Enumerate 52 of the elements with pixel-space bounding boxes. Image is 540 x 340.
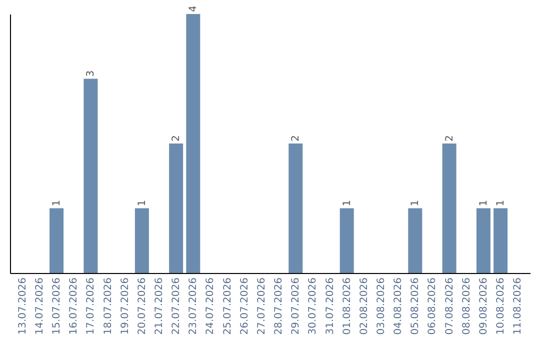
x-tick-label: 06.08.2026	[427, 278, 438, 335]
x-tick-label: 03.08.2026	[376, 278, 387, 335]
x-tick-label: 19.07.2026	[120, 278, 131, 335]
x-tick-label: 18.07.2026	[102, 278, 114, 335]
x-tick-label: 05.08.2026	[410, 278, 422, 335]
x-tick-label: 27.07.2026	[256, 278, 268, 335]
bar	[134, 208, 149, 273]
x-tick-label: 17.07.2026	[86, 278, 97, 335]
x-tick-label: 25.07.2026	[222, 278, 234, 335]
x-tick-label: 07.08.2026	[444, 278, 456, 335]
x-tick-label: 14.07.2026	[34, 278, 46, 335]
bar	[169, 144, 184, 273]
x-tick-label: 09.08.2026	[478, 278, 490, 335]
x-tick-label: 01.08.2026	[342, 278, 353, 335]
data-label: 2	[290, 135, 302, 142]
bar	[494, 208, 508, 273]
data-label: 1	[478, 200, 490, 206]
data-label: 4	[188, 6, 200, 12]
bar	[288, 144, 303, 273]
x-tick-label: 26.07.2026	[239, 278, 250, 335]
data-label: 1	[52, 200, 63, 206]
bar	[186, 14, 200, 273]
x-tick-label: 21.07.2026	[154, 278, 165, 335]
x-tick-label: 08.08.2026	[461, 278, 472, 335]
x-tick-label: 16.07.2026	[68, 278, 80, 335]
data-label: 3	[86, 70, 97, 77]
bar	[84, 78, 98, 273]
data-label: 2	[171, 135, 182, 142]
bar	[442, 144, 456, 273]
x-tick-label: 24.07.2026	[205, 278, 216, 335]
bar	[340, 208, 354, 273]
data-label: 1	[496, 200, 507, 206]
bar	[476, 208, 490, 273]
x-tick-label: 20.07.2026	[136, 278, 148, 335]
data-label: 1	[410, 200, 422, 206]
data-label: 1	[342, 200, 353, 206]
bar	[50, 208, 64, 273]
x-tick-label: 29.07.2026	[290, 278, 302, 335]
x-tick-label: 10.08.2026	[496, 278, 507, 335]
x-tick-label: 02.08.2026	[358, 278, 370, 335]
x-tick-label: 11.08.2026	[512, 278, 524, 335]
x-tick-label: 22.07.2026	[171, 278, 182, 335]
data-label: 1	[136, 200, 148, 206]
bar	[408, 208, 422, 273]
x-tick-label: 23.07.2026	[188, 278, 200, 335]
x-tick-label: 30.07.2026	[308, 278, 319, 335]
data-label: 2	[444, 135, 456, 142]
x-tick-label: 13.07.2026	[17, 278, 28, 335]
x-tick-label: 04.08.2026	[393, 278, 404, 335]
x-tick-label: 15.07.2026	[52, 278, 63, 335]
x-tick-label: 28.07.2026	[274, 278, 285, 335]
x-tick-label: 31.07.2026	[324, 278, 336, 335]
